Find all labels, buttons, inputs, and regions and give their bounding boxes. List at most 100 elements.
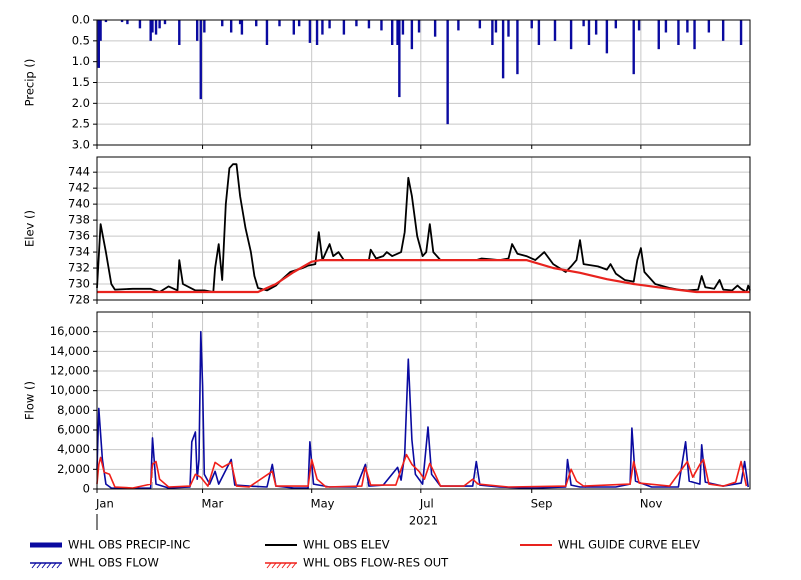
bar <box>149 20 152 41</box>
x-tick-label: Sep <box>531 497 553 511</box>
bar <box>491 20 494 45</box>
bar <box>677 20 680 45</box>
y-axis-label: Precip () <box>23 59 37 107</box>
bar <box>328 20 331 29</box>
legend-hatch <box>36 562 42 569</box>
y-tick-label: 14,000 <box>50 344 90 358</box>
bar <box>292 20 295 35</box>
bar <box>315 20 319 45</box>
bar <box>199 20 202 100</box>
legend-hatch <box>266 562 272 569</box>
bar <box>398 20 401 98</box>
bar <box>308 20 312 43</box>
bar <box>457 20 460 31</box>
bar <box>410 20 414 50</box>
legend-label: WHL OBS FLOW-RES OUT <box>303 556 449 570</box>
y-tick-label: 0 <box>83 482 90 496</box>
x-tick-label: Nov <box>640 497 663 511</box>
legend-label: WHL OBS FLOW <box>68 556 159 570</box>
bar <box>178 20 181 45</box>
bar <box>693 20 696 50</box>
y-axis-label: Elev () <box>23 210 37 247</box>
legend-hatch <box>271 562 277 569</box>
bar <box>126 20 129 25</box>
bar <box>99 20 102 41</box>
bar <box>380 20 383 31</box>
legend-hatch <box>51 562 57 569</box>
bar <box>203 20 206 33</box>
y-tick-label: 6,000 <box>57 423 90 437</box>
y-tick-label: 16,000 <box>50 324 90 338</box>
y-tick-label: 8,000 <box>57 403 90 417</box>
bar <box>594 20 598 35</box>
y-tick-label: 3.0 <box>72 138 90 152</box>
legend-hatch <box>281 562 287 569</box>
bar <box>530 20 533 29</box>
y-tick-label: 740 <box>68 197 90 211</box>
bar <box>582 20 585 27</box>
y-tick-label: 12,000 <box>50 364 90 378</box>
bar <box>569 20 573 50</box>
line <box>96 163 751 293</box>
bar <box>120 20 124 23</box>
bar <box>104 20 108 23</box>
bar <box>321 20 324 35</box>
bar <box>446 20 449 125</box>
bar <box>240 20 244 35</box>
y-tick-label: 2,000 <box>57 462 90 476</box>
line <box>96 453 748 489</box>
y-tick-label: 0.5 <box>72 33 90 47</box>
bar <box>138 20 142 29</box>
bar <box>637 20 641 31</box>
bar <box>265 20 269 45</box>
line <box>97 259 750 294</box>
bar <box>151 20 154 33</box>
bar <box>195 20 199 41</box>
bar <box>657 20 660 50</box>
x-tick-label: Mar <box>202 497 224 511</box>
bar <box>97 20 100 68</box>
bar <box>605 20 609 54</box>
bar <box>158 20 161 29</box>
bar <box>278 20 281 27</box>
y-tick-label: 732 <box>68 261 90 275</box>
bar <box>367 20 371 29</box>
legend-label: WHL OBS PRECIP-INC <box>68 538 190 552</box>
legend-hatch <box>41 562 47 569</box>
y-tick-label: 2.0 <box>72 96 90 110</box>
x-tick-label: Jul <box>419 497 434 511</box>
bar <box>255 20 258 27</box>
bar <box>537 20 541 45</box>
x-axis-label: 2021 <box>409 514 438 528</box>
bar <box>632 20 635 75</box>
bar <box>707 20 711 33</box>
bar <box>553 20 557 41</box>
x-tick-label: Jan <box>95 497 114 511</box>
legend-hatch <box>31 562 37 569</box>
plot-frame <box>96 311 751 490</box>
y-tick-label: 736 <box>68 229 90 243</box>
y-tick-label: 738 <box>68 213 90 227</box>
y-tick-label: 1.5 <box>72 75 90 89</box>
legend-label: WHL OBS ELEV <box>303 538 390 552</box>
bar <box>417 20 421 33</box>
bar <box>401 20 405 35</box>
plot-frame <box>96 19 751 146</box>
bar <box>163 20 167 25</box>
legend-hatch <box>276 562 282 569</box>
bar <box>396 20 399 45</box>
y-tick-label: 734 <box>68 245 90 259</box>
x-tick-label: May <box>311 497 335 511</box>
bar <box>238 20 242 25</box>
y-tick-label: 742 <box>68 181 90 195</box>
y-tick-label: 728 <box>68 293 90 307</box>
y-tick-label: 744 <box>68 165 90 179</box>
y-tick-label: 1.0 <box>72 54 90 68</box>
bar <box>221 20 224 27</box>
y-tick-label: 2.5 <box>72 117 90 131</box>
bar <box>390 20 394 45</box>
bar <box>154 20 158 35</box>
bar <box>229 20 233 33</box>
bar <box>501 20 505 79</box>
